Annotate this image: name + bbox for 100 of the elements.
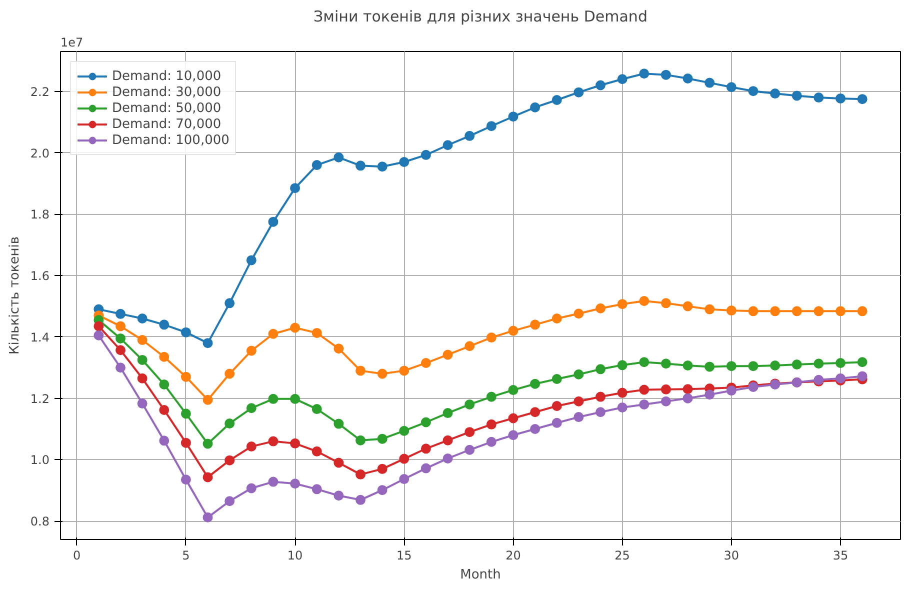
point bbox=[814, 92, 824, 103]
point bbox=[224, 496, 235, 506]
point bbox=[814, 306, 824, 316]
point bbox=[814, 358, 824, 369]
point bbox=[377, 162, 388, 172]
point bbox=[508, 385, 518, 396]
point bbox=[399, 426, 410, 436]
point bbox=[748, 306, 758, 316]
point bbox=[202, 394, 213, 405]
y-tick-label: 1.2 bbox=[30, 392, 50, 406]
point bbox=[399, 474, 410, 484]
point bbox=[420, 358, 431, 368]
point bbox=[116, 345, 126, 356]
point bbox=[530, 320, 540, 330]
point bbox=[356, 469, 366, 480]
point bbox=[857, 371, 868, 382]
x-tick-label: 25 bbox=[614, 548, 630, 562]
point bbox=[552, 374, 562, 384]
point bbox=[530, 102, 540, 112]
point bbox=[530, 378, 540, 389]
point bbox=[639, 384, 650, 395]
point bbox=[836, 306, 846, 316]
point bbox=[486, 436, 496, 447]
point bbox=[312, 404, 322, 414]
point bbox=[159, 436, 170, 446]
point bbox=[377, 368, 388, 379]
legend-label: Demand: 30,000 bbox=[112, 84, 222, 100]
text: 1e7 bbox=[60, 36, 84, 50]
point bbox=[508, 413, 518, 424]
point bbox=[268, 436, 278, 446]
point bbox=[552, 401, 562, 411]
point bbox=[464, 444, 475, 455]
point bbox=[356, 366, 366, 376]
point bbox=[574, 87, 584, 98]
point bbox=[660, 384, 671, 394]
point bbox=[682, 384, 693, 394]
point bbox=[224, 368, 235, 379]
point bbox=[836, 373, 846, 384]
y-tick-label: 2.2 bbox=[30, 84, 50, 99]
legend-label: Demand: 70,000 bbox=[112, 116, 222, 132]
y-tick-label: 2.0 bbox=[30, 146, 50, 160]
point bbox=[159, 404, 170, 415]
point bbox=[356, 160, 366, 171]
point bbox=[116, 333, 126, 344]
point bbox=[290, 322, 300, 333]
point bbox=[704, 304, 715, 314]
point bbox=[180, 474, 191, 485]
y-tick-label: 0.8 bbox=[30, 514, 50, 529]
point bbox=[726, 386, 736, 396]
point bbox=[639, 357, 650, 368]
point bbox=[792, 306, 802, 316]
point bbox=[202, 472, 213, 482]
point bbox=[596, 80, 606, 90]
point bbox=[116, 321, 126, 332]
point bbox=[202, 438, 213, 449]
point bbox=[159, 380, 170, 390]
point bbox=[726, 306, 736, 316]
point bbox=[617, 360, 628, 370]
point bbox=[94, 321, 104, 332]
point bbox=[334, 458, 344, 468]
point bbox=[246, 346, 256, 356]
legend-label: Demand: 50,000 bbox=[112, 100, 222, 116]
point bbox=[508, 112, 518, 122]
point bbox=[857, 94, 868, 104]
y-tick-label: 1.6 bbox=[30, 269, 50, 284]
point bbox=[617, 402, 628, 413]
point bbox=[574, 396, 584, 406]
legend-label: Demand: 10,000 bbox=[112, 68, 222, 84]
point bbox=[552, 95, 562, 105]
y-axis-title: Кількість токенів bbox=[7, 236, 22, 354]
point bbox=[486, 419, 496, 430]
point bbox=[617, 74, 628, 84]
point bbox=[770, 306, 780, 316]
point bbox=[770, 360, 780, 370]
point bbox=[442, 408, 453, 418]
point bbox=[356, 435, 366, 446]
point bbox=[399, 454, 410, 464]
point bbox=[530, 424, 540, 434]
point bbox=[290, 478, 300, 489]
point bbox=[312, 160, 322, 170]
point bbox=[442, 140, 453, 150]
point bbox=[377, 464, 388, 474]
point bbox=[246, 255, 256, 266]
point bbox=[442, 350, 453, 360]
point bbox=[442, 453, 453, 464]
point bbox=[246, 403, 256, 414]
point bbox=[704, 78, 715, 88]
point bbox=[726, 361, 736, 372]
point bbox=[377, 434, 388, 444]
point bbox=[596, 392, 606, 402]
x-tick-label: 35 bbox=[832, 548, 848, 562]
point bbox=[836, 358, 846, 368]
x-tick-label: 5 bbox=[182, 548, 190, 562]
point bbox=[180, 408, 191, 419]
point bbox=[639, 296, 650, 306]
point bbox=[682, 393, 693, 404]
point bbox=[137, 354, 148, 365]
point bbox=[268, 328, 278, 339]
x-tick-label: 20 bbox=[506, 548, 521, 562]
point bbox=[639, 68, 650, 79]
